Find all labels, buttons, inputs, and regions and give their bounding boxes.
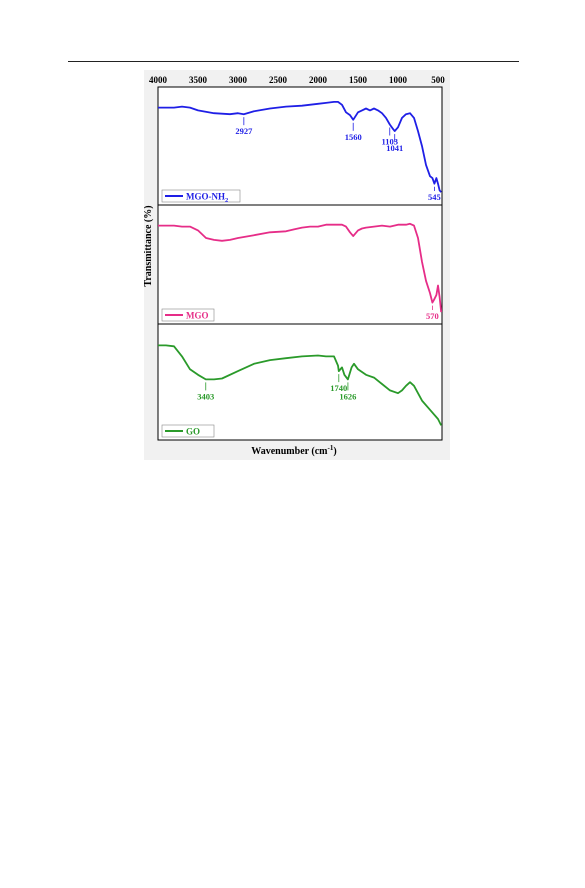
series-line [158, 101, 442, 193]
annotation-label: 570 [426, 311, 439, 321]
x-axis-title-superscript: -1 [328, 444, 334, 452]
x-axis-title-main: Wavenumber (cm [251, 446, 328, 457]
legend-label-subscript: 2 [225, 197, 228, 204]
legend-label: MGO [186, 311, 209, 321]
annotation-label: 2927 [235, 126, 253, 136]
legend-label: GO [186, 427, 200, 437]
y-axis-title: Transmittance (%) [144, 205, 154, 286]
annotation-label: 1560 [345, 132, 362, 142]
ftir-figure: 4000 3500 3000 2500 2000 1500 1000 500 2927 1560… [144, 70, 450, 460]
series-line [158, 344, 443, 426]
ftir-chart: 4000 3500 3000 2500 2000 1500 1000 500 2927 1560… [144, 75, 445, 457]
x-tick-label: 4000 [149, 75, 168, 85]
x-tick-label: 1500 [349, 75, 368, 85]
annotation-label: 545 [428, 192, 441, 202]
x-axis-title: Wavenumber (cm-1) [251, 444, 336, 457]
x-axis-title-close: ) [333, 446, 336, 457]
page-header-rule [68, 61, 519, 62]
panel-frame [157, 204, 443, 325]
legend-box [161, 424, 215, 438]
legend-box [161, 189, 241, 203]
annotation-label: 1626 [339, 391, 356, 401]
x-tick-label: 3000 [229, 75, 248, 85]
annotation-label: 3403 [197, 391, 214, 401]
annotation-label: 1740 [330, 383, 347, 393]
x-tick-label: 500 [431, 75, 445, 85]
x-tick-label: 2000 [309, 75, 328, 85]
panel-frame [157, 323, 443, 441]
annotation-label: 1041 [386, 143, 403, 153]
legend-box [161, 308, 215, 322]
series-line [158, 222, 443, 313]
x-tick-label: 1000 [389, 75, 408, 85]
x-tick-label: 2500 [269, 75, 288, 85]
legend-label: MGO-NH2 [186, 192, 228, 205]
annotation-label: 1103 [381, 137, 398, 147]
panel: 570 MGO [157, 204, 443, 325]
x-tick-label: 3500 [189, 75, 208, 85]
